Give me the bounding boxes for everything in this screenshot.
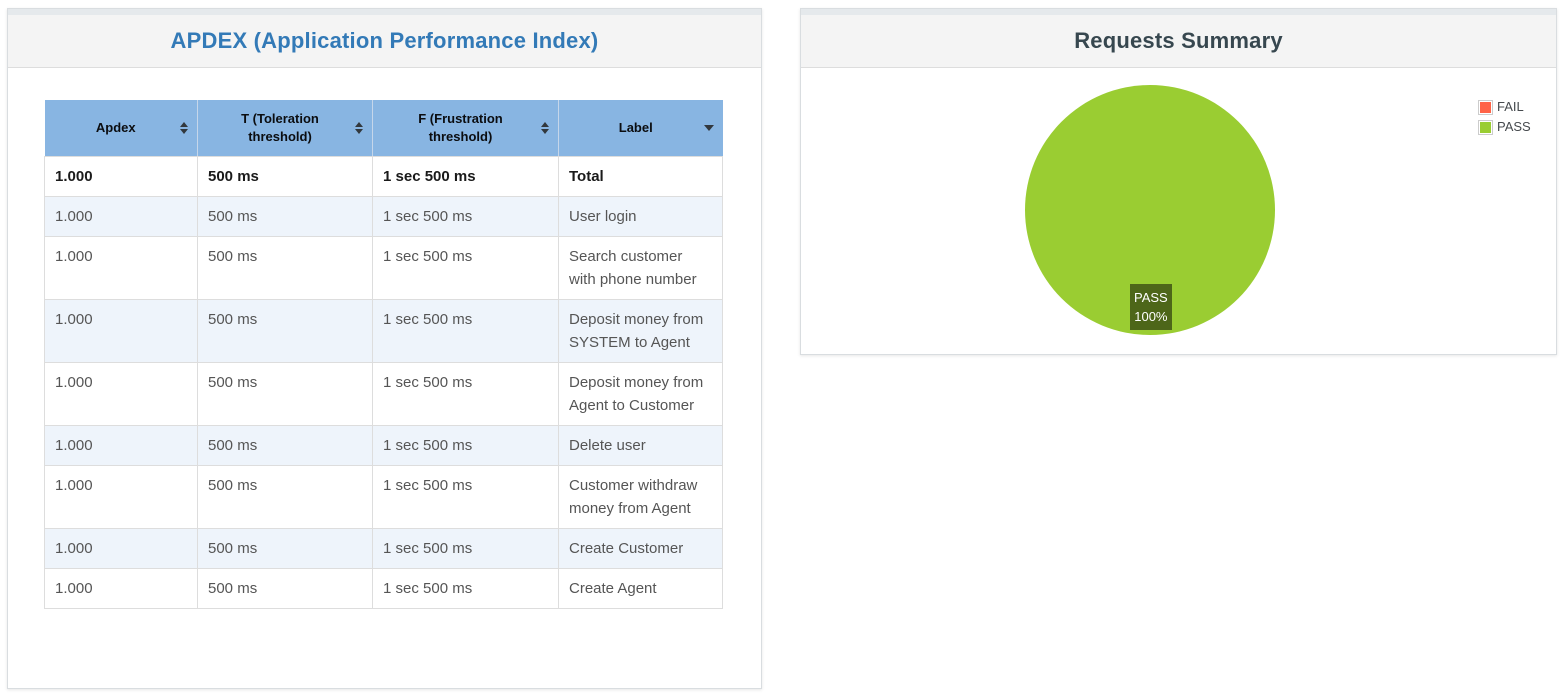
cell-toleration: 500 ms [197,424,373,466]
column-header-apdex[interactable]: Apdex [44,100,198,157]
cell-frustration: 1 sec 500 ms [372,567,559,609]
cell-frustration: 1 sec 500 ms [372,424,559,466]
table-row: 1.000 500 ms 1 sec 500 ms Search customer w… [44,235,723,300]
cell-toleration: 500 ms [197,464,373,529]
cell-toleration: 500 ms [197,361,373,426]
cell-frustration: 1 sec 500 ms [372,298,559,363]
cell-frustration: 1 sec 500 ms [372,235,559,300]
panel-top-strip [801,9,1556,15]
cell-label: Total [558,155,723,197]
cell-toleration: 500 ms [197,298,373,363]
cell-apdex: 1.000 [44,235,198,300]
column-header-label: Label [618,119,653,135]
sort-both-icon[interactable] [355,121,363,134]
cell-frustration: 1 sec 500 ms [372,361,559,426]
cell-toleration: 500 ms [197,235,373,300]
cell-label: Deposit money from Agent to Customer [558,361,723,426]
apdex-panel: APDEX (Application Performance Index) Ap… [7,8,762,689]
legend-item-pass: PASS [1478,117,1531,137]
requests-summary-chart: PASS 100% FAIL PASS [801,68,1556,354]
cell-label: Search customer with phone number [558,235,723,300]
cell-apdex: 1.000 [44,155,198,197]
cell-label: Deposit money from SYSTEM to Agent [558,298,723,363]
table-row: 1.000 500 ms 1 sec 500 ms Customer withdraw… [44,464,723,529]
column-header-t-toleration-threshold[interactable]: T (Toleration threshold) [197,100,373,157]
cell-label: Customer withdraw money from Agent [558,464,723,529]
cell-apdex: 1.000 [44,195,198,237]
pie-label-series: PASS [1134,290,1168,305]
apdex-title: APDEX (Application Performance Index) [170,28,599,53]
apdex-panel-heading: APDEX (Application Performance Index) [8,15,761,68]
cell-toleration: 500 ms [197,195,373,237]
cell-label: Create Customer [558,527,723,569]
cell-frustration: 1 sec 500 ms [372,195,559,237]
column-header-f-frustration-threshold[interactable]: F (Frustration threshold) [372,100,559,157]
legend-color-fail [1478,99,1493,115]
cell-apdex: 1.000 [44,464,198,529]
cell-frustration: 1 sec 500 ms [372,155,559,197]
table-row: 1.000 500 ms 1 sec 500 ms Create Customer [44,527,723,569]
chart-legend: FAIL PASS [1478,97,1531,137]
cell-apdex: 1.000 [44,567,198,609]
cell-label: Delete user [558,424,723,466]
requests-summary-title: Requests Summary [1074,28,1283,53]
legend-label: PASS [1497,119,1531,134]
column-header-label: Apdex [95,119,136,135]
cell-toleration: 500 ms [197,155,373,197]
cell-apdex: 1.000 [44,361,198,426]
pie-label: PASS 100% [1130,284,1172,330]
column-header-label: F (Frustration threshold) [418,110,503,144]
cell-label: Create Agent [558,567,723,609]
sort-both-icon[interactable] [541,121,549,134]
apdex-header-row: Apdex T (Toleration threshold) F (Frustrat… [44,100,723,157]
sort-desc-icon[interactable] [703,124,714,131]
apdex-table: Apdex T (Toleration threshold) F (Frustrat… [44,100,723,609]
legend-label: FAIL [1497,99,1524,114]
cell-apdex: 1.000 [44,527,198,569]
cell-frustration: 1 sec 500 ms [372,527,559,569]
cell-frustration: 1 sec 500 ms [372,464,559,529]
cell-apdex: 1.000 [44,424,198,466]
table-row: 1.000 500 ms 1 sec 500 ms Delete user [44,424,723,466]
column-header-label: T (Toleration threshold) [241,110,319,144]
cell-apdex: 1.000 [44,298,198,363]
table-row: 1.000 500 ms 1 sec 500 ms Deposit money fro… [44,298,723,363]
cell-toleration: 500 ms [197,567,373,609]
table-row-total: 1.000 500 ms 1 sec 500 ms Total [44,155,723,197]
summary-panel-heading: Requests Summary [801,15,1556,68]
cell-toleration: 500 ms [197,527,373,569]
requests-summary-panel: Requests Summary PASS 100% FAIL PASS [800,8,1557,355]
pie-label-percent: 100% [1134,309,1168,324]
panel-top-strip [8,9,761,15]
table-row: 1.000 500 ms 1 sec 500 ms Create Agent [44,567,723,609]
apdex-panel-body: Apdex T (Toleration threshold) F (Frustrat… [8,68,761,609]
legend-item-fail: FAIL [1478,97,1531,117]
sort-both-icon[interactable] [180,121,188,134]
legend-color-pass [1478,119,1493,135]
apdex-table-body: 1.000 500 ms 1 sec 500 ms Total 1.000 500 ms 1… [44,155,723,609]
table-row: 1.000 500 ms 1 sec 500 ms Deposit money fro… [44,361,723,426]
cell-label: User login [558,195,723,237]
column-header-label[interactable]: Label [558,100,723,157]
table-row: 1.000 500 ms 1 sec 500 ms User login [44,195,723,237]
